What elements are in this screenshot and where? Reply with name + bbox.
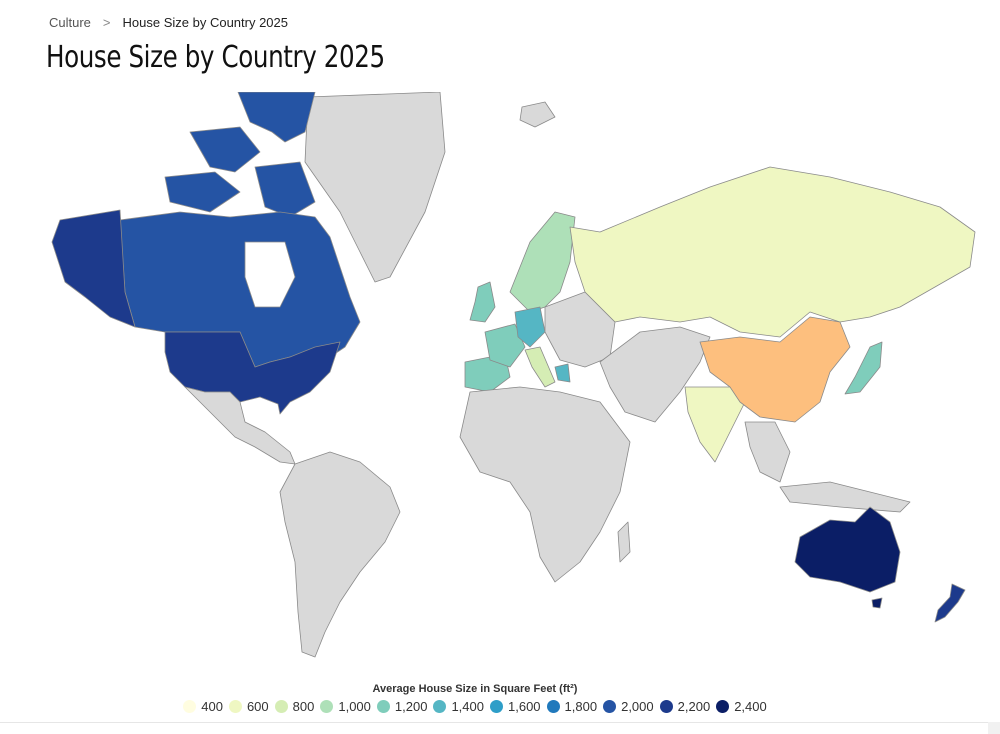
legend-swatch xyxy=(228,700,242,713)
map-legend: Average House Size in Square Feet (ft²) … xyxy=(0,683,1000,714)
bottom-divider xyxy=(0,722,1000,723)
breadcrumb-separator: > xyxy=(102,15,111,30)
legend-swatch xyxy=(546,700,560,713)
map-region-mexico[interactable] xyxy=(184,386,296,465)
legend-swatch xyxy=(716,700,730,713)
map-region-canada-islands[interactable] xyxy=(237,92,316,143)
map-region-alaska[interactable] xyxy=(51,209,136,328)
legend-swatch xyxy=(376,700,390,713)
legend-title: Average House Size in Square Feet (ft²) xyxy=(372,683,578,695)
map-region-south-america[interactable] xyxy=(279,451,401,658)
legend-label: 2,200 xyxy=(677,699,711,714)
legend-label: 2,400 xyxy=(734,699,767,714)
legend-item-2400[interactable]: 2,400 xyxy=(716,699,767,714)
map-region-southeast-asia[interactable] xyxy=(744,421,791,483)
map-region-canada-islands[interactable] xyxy=(164,171,241,213)
map-region-africa[interactable] xyxy=(459,386,631,583)
map-region-tasmania[interactable] xyxy=(871,597,883,609)
horizontal-scrollbar[interactable] xyxy=(988,722,1000,734)
breadcrumb-current: House Size by Country 2025 xyxy=(122,15,288,30)
map-region-italy[interactable] xyxy=(524,346,556,388)
map-region-germany[interactable] xyxy=(514,306,546,348)
legend-swatch xyxy=(490,700,503,713)
map-region-new-zealand[interactable] xyxy=(934,583,966,623)
map-region-iceland[interactable] xyxy=(519,101,556,128)
map-region-greece[interactable] xyxy=(554,363,571,383)
legend-item-2200[interactable]: 2,200 xyxy=(659,699,711,714)
legend-item-600[interactable]: 600 xyxy=(228,699,269,714)
map-region-canada-islands[interactable] xyxy=(254,161,316,218)
world-map[interactable] xyxy=(40,92,1000,677)
legend-swatch xyxy=(320,700,334,713)
legend-label: 1,400 xyxy=(451,699,484,714)
legend-swatch xyxy=(274,700,288,713)
legend-item-2000[interactable]: 2,000 xyxy=(603,699,654,714)
map-region-australia[interactable] xyxy=(794,506,901,593)
legend-swatch xyxy=(183,700,197,713)
legend-label: 800 xyxy=(292,699,315,714)
legend-item-1200[interactable]: 1,200 xyxy=(376,699,428,714)
legend-item-1400[interactable]: 1,400 xyxy=(433,699,484,714)
map-region-japan[interactable] xyxy=(844,341,883,395)
map-hudson-bay xyxy=(244,241,296,308)
map-region-russia[interactable] xyxy=(569,166,976,338)
legend-item-1800[interactable]: 1,800 xyxy=(546,699,598,714)
map-region-canada-islands[interactable] xyxy=(189,126,261,173)
map-region-madagascar[interactable] xyxy=(617,521,631,563)
map-region-scandinavia[interactable] xyxy=(509,211,576,313)
page-title: House Size by Country 2025 xyxy=(46,40,385,75)
map-region-india[interactable] xyxy=(684,386,746,463)
legend-item-1600[interactable]: 1,600 xyxy=(490,699,541,714)
legend-item-800[interactable]: 800 xyxy=(274,699,315,714)
map-region-greenland[interactable] xyxy=(304,92,446,283)
legend-label: 1,200 xyxy=(394,699,428,714)
legend-label: 2,000 xyxy=(621,699,654,714)
legend-label: 600 xyxy=(246,699,269,714)
legend-item-1000[interactable]: 1,000 xyxy=(320,699,371,714)
map-region-middle-east[interactable] xyxy=(599,326,711,423)
legend-label: 1,600 xyxy=(508,699,541,714)
map-region-china[interactable] xyxy=(699,316,851,423)
legend-items: 400 600 800 1,000 1,200 1,400 1,600 1,80… xyxy=(0,699,1000,714)
legend-swatch xyxy=(603,700,617,713)
legend-label: 1,000 xyxy=(338,699,371,714)
legend-swatch xyxy=(433,700,447,713)
legend-label: 400 xyxy=(201,699,223,714)
legend-swatch xyxy=(659,700,673,713)
map-region-united-kingdom[interactable] xyxy=(469,281,496,323)
map-region-france[interactable] xyxy=(484,323,526,368)
legend-label: 1,800 xyxy=(564,699,598,714)
breadcrumb-link-culture[interactable]: Culture xyxy=(49,15,91,30)
breadcrumb: Culture > House Size by Country 2025 xyxy=(49,15,288,30)
map-region-indonesia[interactable] xyxy=(779,481,911,513)
legend-item-400[interactable]: 400 xyxy=(183,699,223,714)
